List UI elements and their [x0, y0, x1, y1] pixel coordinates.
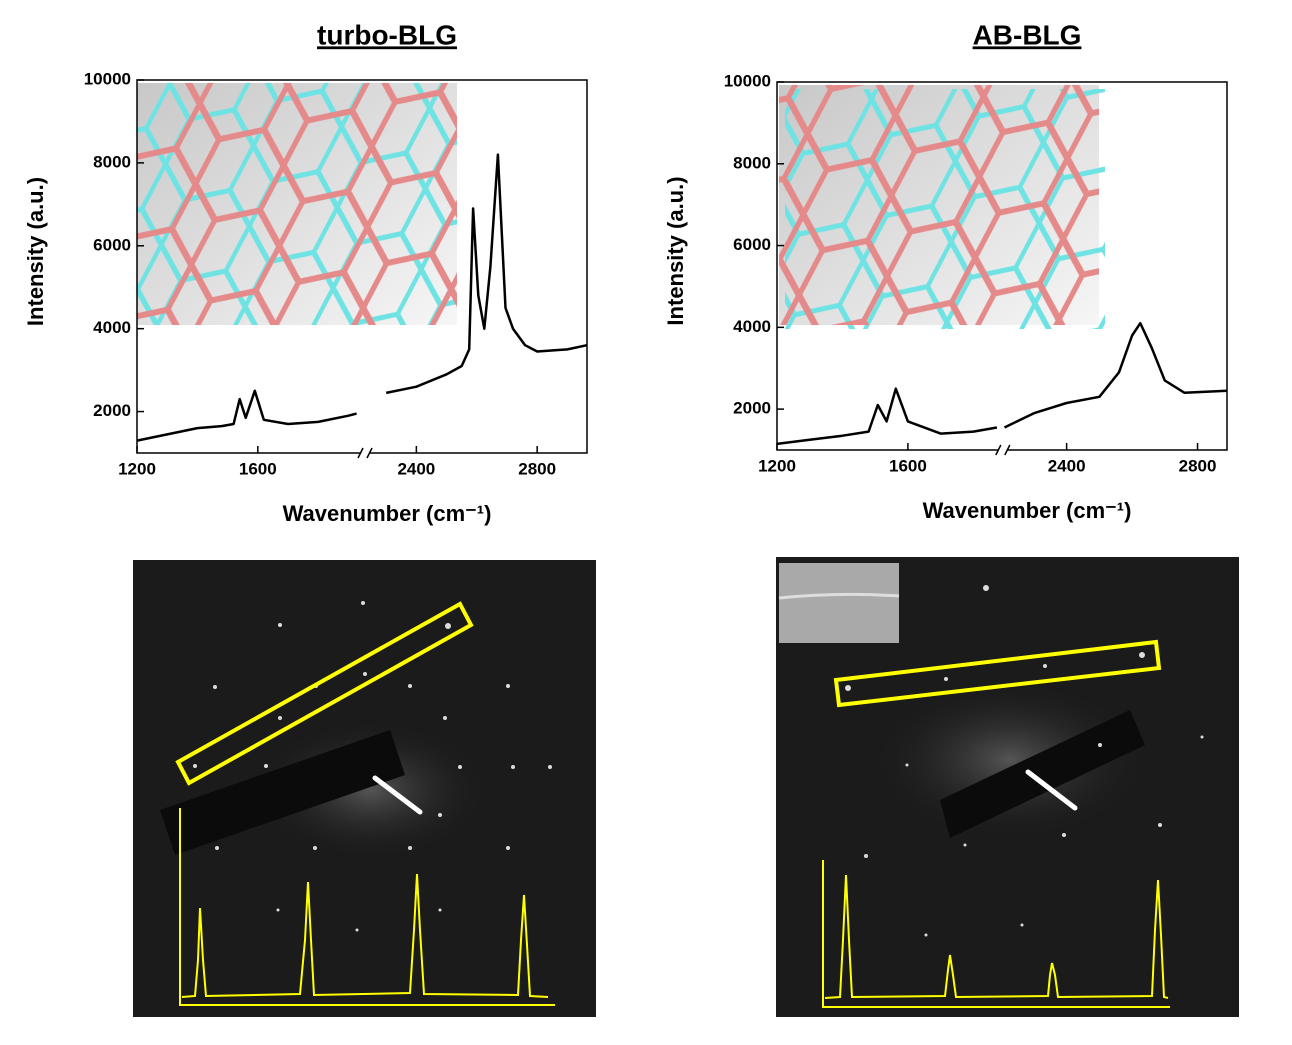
inset-lattice [137, 83, 457, 325]
x-tick-label: 2800 [1179, 456, 1217, 475]
x-tick-label: 2400 [1048, 456, 1086, 475]
y-tick-label: 10000 [84, 69, 131, 88]
diffraction-image [133, 560, 596, 1017]
inset-lattice [779, 85, 1105, 329]
x-tick-label: 1200 [118, 459, 156, 478]
y-tick-label: 8000 [93, 152, 131, 171]
y-tick-label: 8000 [733, 153, 771, 172]
x-axis-label: Wavenumber (cm⁻¹) [923, 498, 1132, 523]
x-tick-label: 2400 [397, 459, 435, 478]
spectrum-line [776, 321, 1228, 446]
axis-break-gap [997, 444, 1008, 456]
axis-break [357, 447, 373, 459]
axis-break-gap [360, 447, 371, 459]
y-tick-label: 2000 [733, 399, 771, 418]
axis-break [995, 444, 1011, 456]
y-tick-label: 4000 [733, 317, 771, 336]
x-tick-label: 1200 [758, 456, 796, 475]
x-tick-label: 1600 [889, 456, 927, 475]
y-tick-label: 4000 [93, 318, 131, 337]
chart-title: turbo-BLG [317, 19, 457, 50]
y-axis-label: Intensity (a.u.) [23, 177, 48, 326]
diffraction-image [776, 557, 1239, 1017]
spectrum-line [136, 153, 588, 442]
y-tick-label: 6000 [93, 235, 131, 254]
y-tick-label: 6000 [733, 235, 771, 254]
y-tick-label: 2000 [93, 401, 131, 420]
y-tick-label: 10000 [724, 71, 771, 90]
y-axis-label: Intensity (a.u.) [663, 176, 688, 325]
x-tick-label: 1600 [239, 459, 277, 478]
x-tick-label: 2800 [518, 459, 556, 478]
x-axis-label: Wavenumber (cm⁻¹) [283, 501, 492, 526]
chart-title: AB-BLG [973, 19, 1082, 50]
